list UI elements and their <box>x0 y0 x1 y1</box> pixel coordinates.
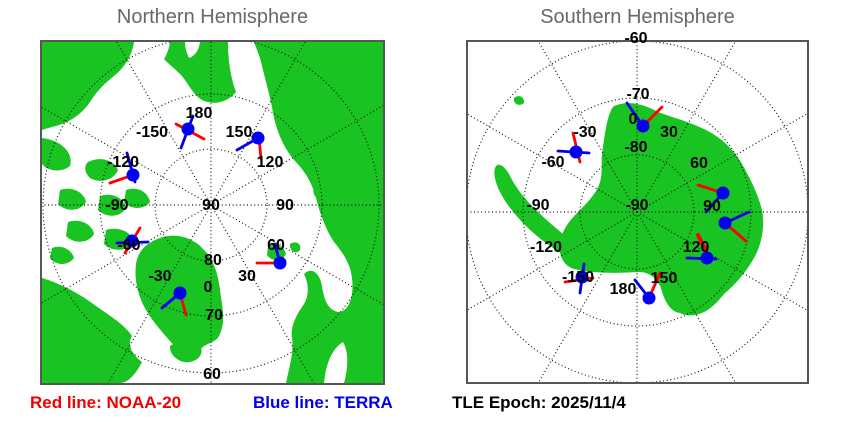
landmass <box>42 42 134 130</box>
satellite-dot <box>700 251 714 265</box>
legend-blue-terra: Blue line: TERRA <box>253 393 393 412</box>
landmass <box>42 138 71 171</box>
grid-label--60: -60 <box>117 237 141 254</box>
landmass <box>124 188 150 208</box>
grid-label-0: 0 <box>203 279 213 296</box>
satellite-marker <box>108 151 140 185</box>
satellite-dot <box>181 122 195 136</box>
grid-label-30: 30 <box>238 268 256 285</box>
grid-label--60: -60 <box>541 154 565 171</box>
satellite-dot <box>636 119 650 133</box>
grid-label-70: 70 <box>205 307 223 324</box>
north-polar-map <box>42 42 383 383</box>
satellite-dot <box>173 286 187 300</box>
south-map-labels: -60 -70 -80 -90 0 30 60 90 120 150 180 -150 -120 -90 -… <box>468 31 807 382</box>
satellite-marker <box>633 271 662 305</box>
grid-label-90: 90 <box>202 197 220 214</box>
legend-red-noaa20: Red line: NOAA-20 <box>30 393 182 412</box>
graticule <box>468 42 807 382</box>
south-polar-map <box>468 42 807 382</box>
satellite-marker <box>160 286 188 317</box>
north-map-panel: 180 -150 150 -120 120 -90 90 90 -60 60 -30 30 0 80 70 6… <box>40 40 385 385</box>
satellite-marker <box>255 242 287 270</box>
grid-label-120: 120 <box>682 239 710 256</box>
satellite-marker <box>174 114 206 150</box>
grid-label--30: -30 <box>148 268 172 285</box>
satellite-marker <box>696 183 730 214</box>
latitude-circle <box>154 148 268 262</box>
graticule <box>42 42 383 383</box>
landmass <box>513 96 525 105</box>
south-hemisphere-title: Southern Hemisphere <box>540 6 735 28</box>
landmass <box>50 246 74 264</box>
grid-label--30: -30 <box>573 124 597 141</box>
landmass <box>58 188 86 210</box>
latitude-circle <box>42 42 380 374</box>
satellite-dot <box>251 131 265 145</box>
water-body <box>228 42 254 94</box>
grid-label-180: 180 <box>609 281 637 298</box>
grid-label--60: -60 <box>624 30 648 47</box>
grid-label-180: 180 <box>185 105 213 122</box>
satellite-dot <box>642 291 656 305</box>
latitude-circle <box>522 97 752 327</box>
satellite-marker <box>235 131 265 161</box>
grid-label-90: 90 <box>276 197 294 214</box>
landmass <box>85 159 118 181</box>
satellite-dot <box>575 270 589 284</box>
water-body <box>324 342 348 383</box>
grid-label-150: 150 <box>650 270 678 287</box>
satellite-dot <box>718 216 732 230</box>
legend-tle-epoch: TLE Epoch: 2025/11/4 <box>452 393 626 412</box>
latitude-circle <box>99 93 323 317</box>
satellite-dot <box>126 168 140 182</box>
landmass <box>66 220 94 242</box>
grid-label-90: 90 <box>703 198 721 215</box>
grid-label-120: 120 <box>256 154 284 171</box>
grid-label-60: 60 <box>203 366 221 383</box>
grid-label--90: -90 <box>526 197 550 214</box>
grid-label-80: 80 <box>204 252 222 269</box>
satellite-dot <box>569 145 583 159</box>
water-body <box>135 42 170 76</box>
landmass <box>289 242 301 253</box>
satellite-marker <box>685 233 718 265</box>
satellite-marker <box>718 210 751 243</box>
landmass <box>254 42 383 383</box>
grid-label--150: -150 <box>561 269 595 286</box>
grid-label--120: -120 <box>529 239 563 256</box>
latitude-circle <box>579 154 695 270</box>
grid-label--120: -120 <box>106 154 140 171</box>
grid-label-150: 150 <box>225 124 253 141</box>
grid-label-0: 0 <box>628 111 638 128</box>
landmass <box>98 194 126 216</box>
north-map-labels: 180 -150 150 -120 120 -90 90 90 -60 60 -30 30 0 80 70 6… <box>42 42 383 383</box>
satellite-dot <box>125 234 139 248</box>
grid-label--90: -90 <box>625 197 649 214</box>
satellite-marker <box>115 226 150 255</box>
landmass <box>559 103 764 316</box>
satellite-dot <box>716 186 730 200</box>
grid-label-60: 60 <box>267 237 285 254</box>
grid-label--70: -70 <box>626 86 650 103</box>
landmass <box>494 164 570 256</box>
satellite-dot <box>273 256 287 270</box>
landmass <box>169 341 202 363</box>
grid-label--150: -150 <box>135 124 169 141</box>
satellite-marker <box>625 101 664 133</box>
landmass <box>42 278 142 383</box>
water-body <box>185 42 200 58</box>
satellite-marker <box>556 131 591 164</box>
north-hemisphere-title: Northern Hemisphere <box>116 6 309 28</box>
grid-label-60: 60 <box>690 155 708 172</box>
landmass <box>150 42 236 103</box>
landmass <box>104 228 134 250</box>
grid-label--80: -80 <box>624 139 648 156</box>
satellite-marker <box>563 262 595 295</box>
south-map-panel: -60 -70 -80 -90 0 30 60 90 120 150 180 -150 -120 -90 -… <box>466 31 809 384</box>
grid-label-30: 30 <box>660 124 678 141</box>
grid-label--90: -90 <box>105 197 129 214</box>
